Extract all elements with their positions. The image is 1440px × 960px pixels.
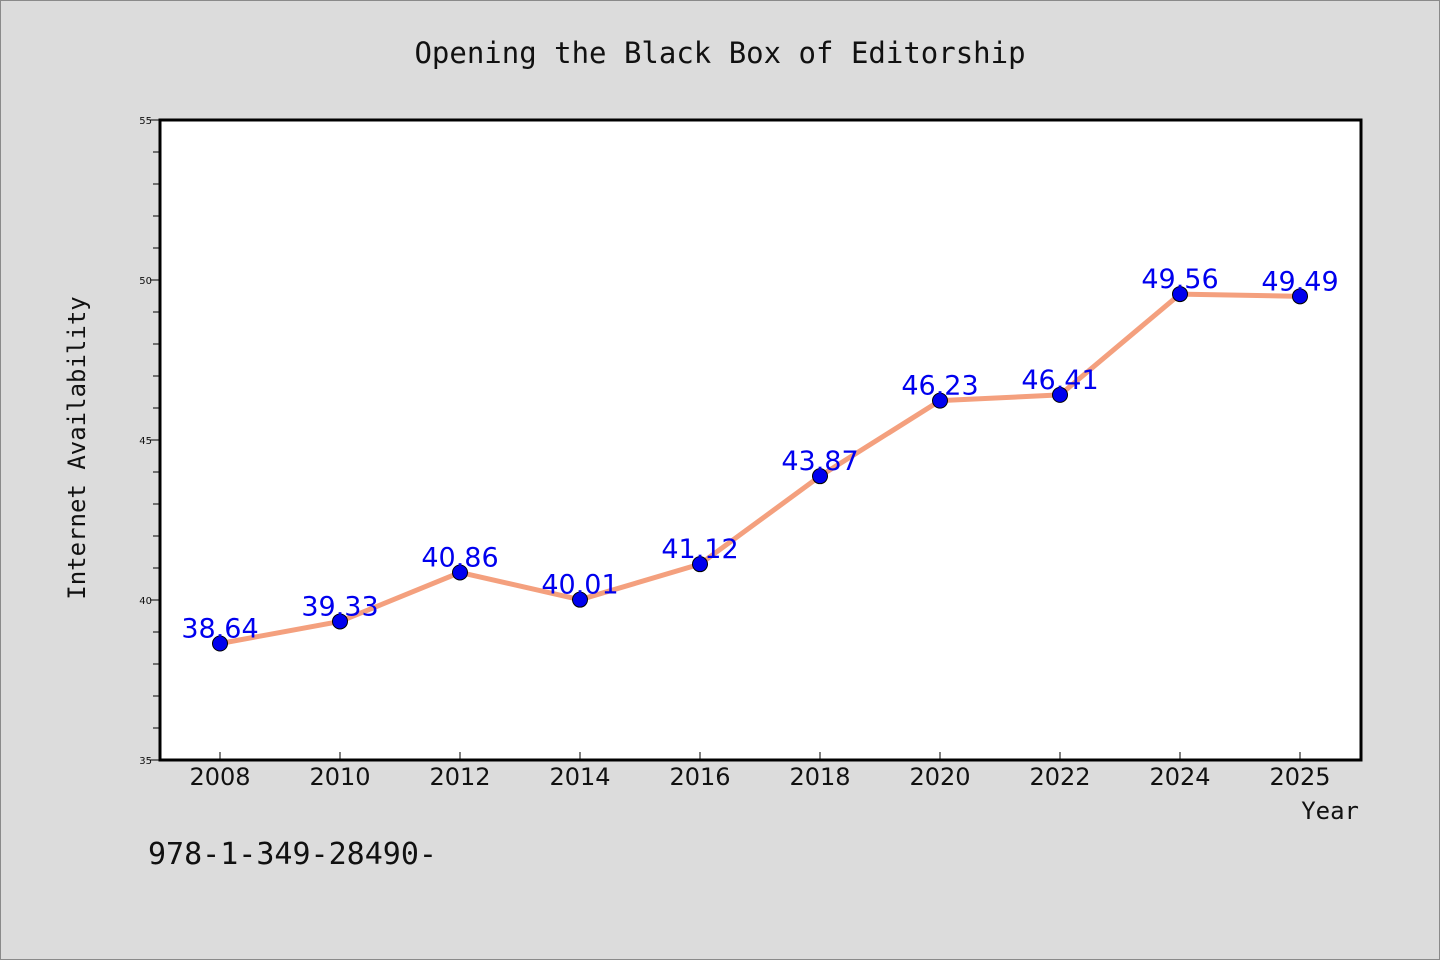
data-label: 40.01 bbox=[541, 570, 618, 601]
data-point bbox=[692, 556, 708, 573]
data-label: 41.12 bbox=[661, 534, 738, 565]
data-point bbox=[572, 591, 588, 608]
x-tick-label: 2020 bbox=[909, 763, 970, 791]
data-label: 40.86 bbox=[421, 542, 498, 573]
plot-area bbox=[158, 118, 1363, 762]
x-tick-label: 2018 bbox=[789, 763, 850, 791]
y-tick-label: 55 bbox=[139, 116, 152, 127]
x-tick-label: 2025 bbox=[1269, 763, 1330, 791]
data-point bbox=[212, 635, 228, 652]
footer-text: 978-1-349-28490- bbox=[148, 837, 437, 872]
data-point bbox=[812, 468, 828, 485]
data-point bbox=[1172, 286, 1188, 303]
data-label: 38.64 bbox=[181, 614, 258, 645]
data-point bbox=[332, 613, 348, 630]
y-tick-label: 40 bbox=[139, 596, 152, 607]
x-tick-label: 2014 bbox=[549, 763, 610, 791]
data-label: 46.41 bbox=[1021, 365, 1098, 396]
data-label: 39.33 bbox=[301, 591, 378, 622]
data-point bbox=[1292, 288, 1308, 305]
data-label: 49.56 bbox=[1141, 264, 1218, 295]
x-tick-label: 2022 bbox=[1029, 763, 1090, 791]
data-markers bbox=[212, 286, 1308, 652]
y-axis-ticks: 35 40 45 50 55 bbox=[139, 116, 160, 767]
chart-title: Opening the Black Box of Editorship bbox=[414, 36, 1025, 70]
x-tick-label: 2012 bbox=[429, 763, 490, 791]
x-tick-label: 2010 bbox=[309, 763, 370, 791]
x-tick-label: 2024 bbox=[1149, 763, 1210, 791]
data-label: 43.87 bbox=[781, 446, 858, 477]
y-tick-label: 50 bbox=[139, 276, 152, 287]
data-point bbox=[932, 392, 948, 409]
series-line bbox=[217, 291, 1303, 647]
x-tick-label: 2008 bbox=[189, 763, 250, 791]
data-labels-group: 38.64 39.33 40.86 40.01 41.12 43.87 46.23 46.41… bbox=[181, 264, 1338, 644]
y-tick-label: 45 bbox=[139, 436, 152, 447]
x-tick-label: 2016 bbox=[669, 763, 730, 791]
data-point bbox=[1052, 386, 1068, 403]
data-point bbox=[452, 564, 468, 581]
data-label: 49.49 bbox=[1261, 266, 1338, 297]
x-axis-ticks: 2008 2010 2012 2014 2016 2018 2020 2022 2024 2025 bbox=[189, 752, 1331, 791]
x-axis-label: Year bbox=[1301, 797, 1359, 825]
y-axis-label: Internet Availability bbox=[63, 296, 91, 599]
y-tick-label: 35 bbox=[139, 756, 152, 767]
data-label: 46.23 bbox=[901, 371, 978, 402]
series-line-group bbox=[217, 291, 1303, 647]
